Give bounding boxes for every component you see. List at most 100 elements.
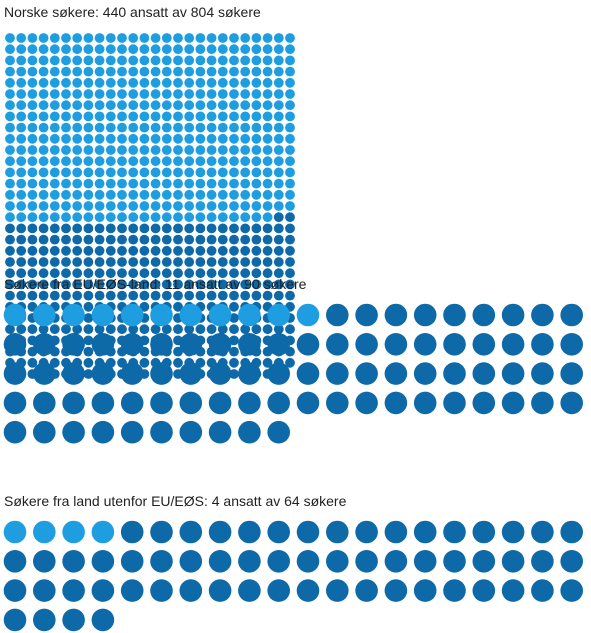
dot-hired: [251, 122, 262, 133]
dot-hired: [61, 89, 71, 99]
dot-not-hired: [150, 279, 161, 290]
dot-not-hired: [83, 357, 94, 368]
dot-hired: [161, 212, 172, 223]
dot-hired: [38, 44, 49, 55]
dot-not-hired: [472, 362, 496, 385]
dot-hired: [217, 100, 228, 111]
dot-not-hired: [238, 420, 261, 444]
dot-not-hired: [560, 362, 583, 385]
dot-not-hired: [208, 333, 232, 356]
dot-not-hired: [195, 268, 206, 279]
dot-not-hired: [62, 362, 85, 385]
dot-hired: [240, 55, 251, 66]
dot-not-hired: [273, 324, 284, 335]
dot-not-hired: [472, 333, 496, 356]
dot-hired: [61, 44, 71, 55]
dot-hired: [229, 89, 239, 99]
dot-hired: [128, 133, 139, 144]
dot-hired: [195, 178, 206, 189]
dot-hired: [184, 89, 195, 99]
dot-hired: [195, 189, 206, 200]
dot-not-hired: [384, 303, 408, 327]
dot-hired: [251, 212, 262, 223]
dot-hired: [139, 156, 150, 167]
dot-hired: [91, 303, 115, 327]
dot-not-hired: [472, 579, 496, 602]
dot-not-hired: [273, 279, 284, 290]
dot-not-hired: [83, 301, 94, 312]
dot-hired: [195, 44, 206, 55]
dot-hired: [94, 189, 105, 200]
dot-hired: [72, 111, 83, 122]
dot-hired: [206, 156, 217, 167]
dot-not-hired: [83, 324, 94, 335]
dot-not-hired: [262, 234, 273, 245]
dot-hired: [285, 122, 295, 133]
dot-hired: [273, 89, 284, 99]
dot-hired: [16, 167, 27, 178]
dot-hired: [105, 156, 116, 167]
dot-not-hired: [229, 290, 239, 301]
dot-not-hired: [72, 279, 83, 290]
dot-not-hired: [5, 245, 15, 256]
dot-hired: [105, 44, 116, 55]
dot-not-hired: [139, 279, 150, 290]
dot-hired: [285, 201, 295, 211]
dot-not-hired: [139, 324, 150, 335]
dot-hired: [184, 100, 195, 111]
dot-hired: [94, 156, 105, 167]
dot-not-hired: [229, 369, 239, 379]
dot-not-hired: [267, 333, 291, 356]
dot-hired: [105, 55, 116, 66]
dot-hired: [161, 44, 172, 55]
dot-not-hired: [443, 520, 466, 544]
dot-not-hired: [195, 279, 206, 290]
dot-hired: [217, 201, 228, 211]
dot-hired: [262, 145, 273, 155]
dot-hired: [240, 44, 251, 55]
dot-hired: [16, 133, 27, 144]
dot-hired: [184, 122, 195, 133]
dot-not-hired: [62, 608, 85, 632]
dot-not-hired: [120, 550, 144, 573]
dot-not-hired: [61, 234, 71, 245]
dot-hired: [240, 212, 251, 223]
dot-not-hired: [229, 268, 239, 279]
dot-hired: [94, 178, 105, 189]
dot-hired: [38, 212, 49, 223]
chart-title-eu-eea: Søkere fra EU/EØS-land: 11 ansatt av 90 …: [4, 276, 307, 292]
dot-hired: [240, 145, 251, 155]
dot-not-hired: [267, 362, 291, 385]
dot-not-hired: [355, 579, 378, 602]
dot-not-hired: [326, 303, 349, 327]
dot-not-hired: [128, 268, 139, 279]
dot-hired: [262, 100, 273, 111]
dot-hired: [262, 111, 273, 122]
dot-hired: [150, 77, 161, 88]
dot-not-hired: [238, 362, 261, 385]
dot-hired: [16, 66, 27, 77]
dot-hired: [128, 212, 139, 223]
dot-hired: [273, 122, 284, 133]
dot-not-hired: [229, 245, 239, 256]
dot-not-hired: [173, 301, 183, 312]
dot-not-hired: [150, 268, 161, 279]
dot-hired: [184, 189, 195, 200]
dot-not-hired: [61, 223, 71, 234]
dot-hired: [195, 77, 206, 88]
dot-hired: [38, 111, 49, 122]
dot-not-hired: [273, 245, 284, 256]
dot-not-hired: [217, 268, 228, 279]
dot-not-hired: [33, 420, 56, 444]
dot-hired: [217, 77, 228, 88]
dot-hired: [72, 167, 83, 178]
dot-not-hired: [273, 212, 284, 223]
dot-hired: [195, 167, 206, 178]
dot-not-hired: [173, 324, 183, 335]
dot-hired: [27, 178, 38, 189]
dot-not-hired: [443, 333, 466, 356]
dot-hired: [173, 212, 183, 223]
dot-not-hired: [560, 550, 583, 573]
dot-not-hired: [443, 579, 466, 602]
dot-hired: [150, 178, 161, 189]
